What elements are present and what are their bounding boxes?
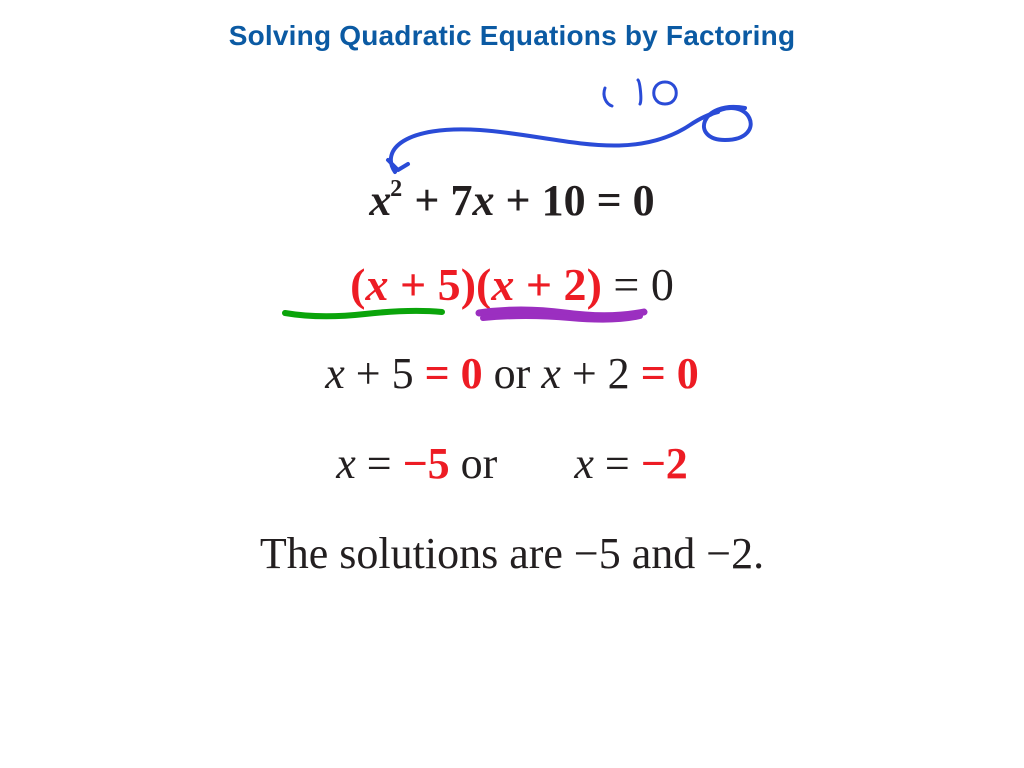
factor2-open: ( xyxy=(476,259,491,310)
eq4-eq1: = xyxy=(356,439,403,488)
eq3-x2: x xyxy=(541,349,561,398)
eq3-plus2: + 2 xyxy=(561,349,641,398)
factor2-close: ) xyxy=(587,259,602,310)
equation-line-2: (x + 5)(x + 2) = 0 xyxy=(0,258,1024,311)
blue-scribble-annotation xyxy=(350,70,780,190)
eq4-neg2: −2 xyxy=(641,439,688,488)
solution-line: The solutions are −5 and −2. xyxy=(0,528,1024,579)
eq1-plus7: + 7 xyxy=(403,176,472,225)
factor1-open: ( xyxy=(350,259,365,310)
page-title: Solving Quadratic Equations by Factoring xyxy=(0,20,1024,52)
eq3-eq0a: = 0 xyxy=(425,349,483,398)
factor2-x: x xyxy=(491,259,514,310)
page-root: Solving Quadratic Equations by Factoring… xyxy=(0,0,1024,768)
eq1-plus10eq0: + 10 = 0 xyxy=(495,176,655,225)
factor1-x: x xyxy=(365,259,388,310)
equation-line-4: x = −5 or x = −2 xyxy=(0,438,1024,489)
eq2-equals-zero: = 0 xyxy=(602,259,674,310)
equation-line-3: x + 5 = 0 or x + 2 = 0 xyxy=(0,348,1024,399)
factor2-plus2: + 2 xyxy=(514,259,586,310)
factor1-plus5: + 5 xyxy=(388,259,460,310)
eq3-x1: x xyxy=(325,349,345,398)
eq1-x2: x xyxy=(473,176,495,225)
eq1-exponent: 2 xyxy=(390,175,402,202)
equation-line-1: x2 + 7x + 10 = 0 xyxy=(0,175,1024,226)
eq4-gap xyxy=(497,439,574,488)
eq4-x2: x xyxy=(574,439,594,488)
eq4-neg5: −5 xyxy=(403,439,450,488)
eq3-eq0b: = 0 xyxy=(641,349,699,398)
eq4-or: or xyxy=(450,439,498,488)
factor1-close: ) xyxy=(461,259,476,310)
eq4-x1: x xyxy=(336,439,356,488)
eq3-plus5: + 5 xyxy=(345,349,425,398)
eq4-eq2: = xyxy=(594,439,641,488)
eq1-x: x xyxy=(369,176,391,225)
eq3-or: or xyxy=(483,349,542,398)
